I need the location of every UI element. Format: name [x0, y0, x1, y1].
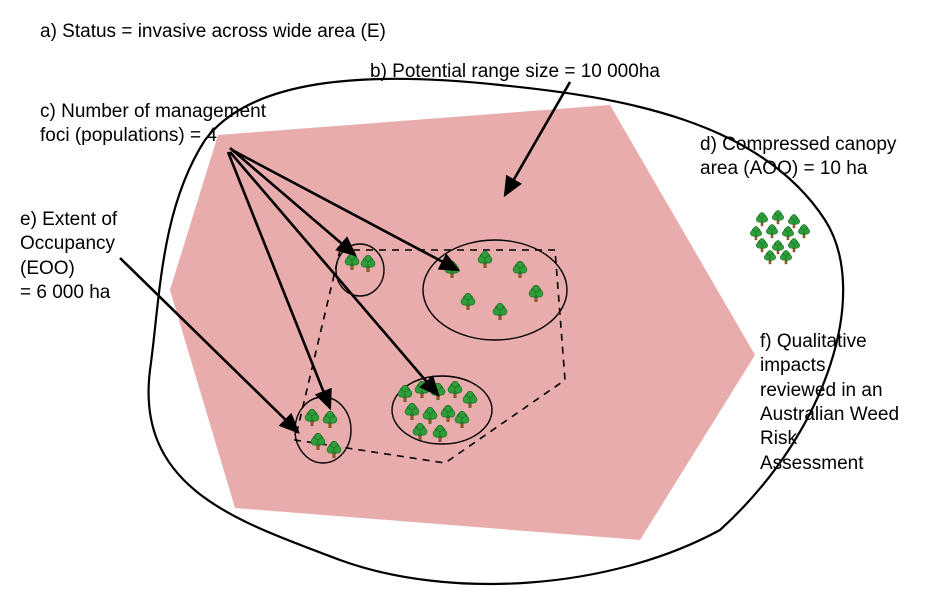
label-f-line6: Assessment	[760, 453, 863, 474]
label-d-line1: d) Compressed canopy	[700, 134, 896, 155]
label-f-line1: f) Qualitative	[760, 331, 867, 352]
label-e-eoo: e) Extent of Occupancy (EOO) = 6 000 ha	[20, 208, 117, 305]
label-c-line2: foci (populations) = 4	[40, 125, 217, 146]
diagram-svg	[0, 0, 945, 605]
label-d-line2: area (AOO) = 10 ha	[700, 158, 867, 179]
label-c-foci: c) Number of management foci (population…	[40, 100, 266, 149]
label-b-potential-range: b) Potential range size = 10 000ha	[370, 60, 660, 84]
label-c-line1: c) Number of management	[40, 101, 266, 122]
label-e-line2: Occupancy	[20, 233, 115, 254]
label-e-line1: e) Extent of	[20, 209, 117, 230]
label-a-status: a) Status = invasive across wide area (E…	[40, 20, 386, 44]
label-a-text: a) Status = invasive across wide area (E…	[40, 21, 386, 42]
label-b-text: b) Potential range size = 10 000ha	[370, 61, 660, 82]
label-f-qualitative: f) Qualitative impacts reviewed in an Au…	[760, 330, 899, 476]
label-f-line2: impacts	[760, 355, 825, 376]
diagram-stage: a) Status = invasive across wide area (E…	[0, 0, 945, 605]
label-e-line3: (EOO)	[20, 258, 75, 279]
label-f-line3: reviewed in an	[760, 380, 883, 401]
compressed-canopy-cluster	[750, 210, 809, 264]
label-e-line4: = 6 000 ha	[20, 282, 110, 303]
label-f-line4: Australian Weed	[760, 404, 899, 425]
label-f-line5: Risk	[760, 428, 797, 449]
label-d-compressed-canopy: d) Compressed canopy area (AOO) = 10 ha	[700, 133, 896, 182]
